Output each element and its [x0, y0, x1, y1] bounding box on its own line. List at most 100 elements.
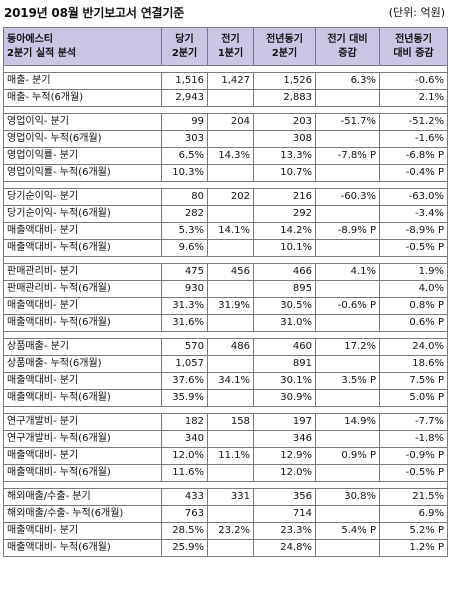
table-row: 영업이익- 분기 99 204 203 -51.7% -51.2% — [3, 113, 448, 131]
row-label: 연구개발비- 분기 — [3, 413, 162, 431]
row-label: 매출- 누적(6개월) — [3, 89, 162, 107]
table-cell: -8.9% P — [379, 222, 448, 240]
table-cell — [315, 239, 380, 257]
table-cell: 23.2% — [207, 522, 254, 540]
table-cell — [315, 89, 380, 107]
table-cell: 1,526 — [253, 72, 316, 90]
group-spacer-cell — [3, 181, 448, 189]
table-row: 매출액대비- 누적(6개월) 25.9% 24.8% 1.2% P — [3, 539, 448, 557]
row-label: 매출액대비- 누적(6개월) — [3, 464, 162, 482]
table-cell: -0.4% P — [379, 164, 448, 182]
table-cell: 37.6% — [161, 372, 208, 390]
table-cell: -7.8% P — [315, 147, 380, 165]
row-label: 연구개발비- 누적(6개월) — [3, 430, 162, 448]
table-cell: 1.2% P — [379, 539, 448, 557]
table-row: 매출액대비- 누적(6개월) 31.6% 31.0% 0.6% P — [3, 314, 448, 332]
table-cell: 14.3% — [207, 147, 254, 165]
row-label: 당기순이익- 누적(6개월) — [3, 205, 162, 223]
table-cell: 763 — [161, 505, 208, 523]
table-cell: 12.0% — [253, 464, 316, 482]
table-row: 매출액대비- 분기 28.5% 23.2% 23.3% 5.4% P 5.2% P — [3, 522, 448, 540]
table-cell: 18.6% — [379, 355, 448, 373]
analysis-subtitle: 2분기 실적 분석 — [7, 47, 77, 59]
table-cell: 14.2% — [253, 222, 316, 240]
table-cell: 1,057 — [161, 355, 208, 373]
table-cell: 2.1% — [379, 89, 448, 107]
group-spacer-cell — [3, 331, 448, 339]
table-row: 당기순이익- 분기 80 202 216 -60.3% -63.0% — [3, 188, 448, 206]
row-label: 매출액대비- 누적(6개월) — [3, 314, 162, 332]
table-cell: -0.5% P — [379, 239, 448, 257]
table-cell: 2,883 — [253, 89, 316, 107]
table-cell: 34.1% — [207, 372, 254, 390]
table-cell: -6.8% P — [379, 147, 448, 165]
table-cell: -1.6% — [379, 130, 448, 148]
row-label: 매출액대비- 분기 — [3, 447, 162, 465]
table-cell: 35.9% — [161, 389, 208, 407]
row-label: 매출액대비- 분기 — [3, 222, 162, 240]
table-cell: 1,427 — [207, 72, 254, 90]
table-cell: 30.8% — [315, 488, 380, 506]
table-cell: 11.1% — [207, 447, 254, 465]
table-cell: 331 — [207, 488, 254, 506]
table-cell: 7.5% P — [379, 372, 448, 390]
column-header: 당기 2분기 — [161, 27, 208, 66]
table-cell: 14.9% — [315, 413, 380, 431]
row-label: 영업이익률- 분기 — [3, 147, 162, 165]
table-cell: 31.0% — [253, 314, 316, 332]
table-cell: 456 — [207, 263, 254, 281]
table-cell: 197 — [253, 413, 316, 431]
table-cell: 303 — [161, 130, 208, 148]
table-cell: 10.1% — [253, 239, 316, 257]
row-label: 판매관리비- 분기 — [3, 263, 162, 281]
table-cell: 25.9% — [161, 539, 208, 557]
table-cell: 11.6% — [161, 464, 208, 482]
table-cell: 570 — [161, 338, 208, 356]
table-cell — [207, 389, 254, 407]
table-row: 상품매출- 누적(6개월) 1,057 891 18.6% — [3, 355, 448, 373]
group-spacer — [3, 181, 448, 189]
table-cell: 10.7% — [253, 164, 316, 182]
table-row: 매출액대비- 누적(6개월) 35.9% 30.9% 5.0% P — [3, 389, 448, 407]
table-cell: 10.3% — [161, 164, 208, 182]
row-label: 영업이익- 누적(6개월) — [3, 130, 162, 148]
table-cell — [207, 205, 254, 223]
group-spacer — [3, 256, 448, 264]
table-cell — [207, 280, 254, 298]
row-label: 매출액대비- 누적(6개월) — [3, 389, 162, 407]
table-row: 당기순이익- 누적(6개월) 282 292 -3.4% — [3, 205, 448, 223]
table-cell: 21.5% — [379, 488, 448, 506]
table-cell: 12.9% — [253, 447, 316, 465]
table-cell — [315, 355, 380, 373]
column-header: 전기 1분기 — [207, 27, 254, 66]
table-cell: 99 — [161, 113, 208, 131]
table-cell: 3.5% P — [315, 372, 380, 390]
table-cell — [207, 130, 254, 148]
table-cell: -60.3% — [315, 188, 380, 206]
table-cell: -51.7% — [315, 113, 380, 131]
table-cell: -63.0% — [379, 188, 448, 206]
report-title: 2019년 08월 반기보고서 연결기준 — [4, 6, 185, 20]
table-cell — [315, 314, 380, 332]
table-cell: 158 — [207, 413, 254, 431]
company-name: 동아에스티 — [7, 33, 53, 45]
row-label: 매출액대비- 분기 — [3, 522, 162, 540]
table-cell: 282 — [161, 205, 208, 223]
group-spacer-cell — [3, 65, 448, 73]
row-label: 매출액대비- 분기 — [3, 297, 162, 315]
group-spacer — [3, 331, 448, 339]
table-cell: 486 — [207, 338, 254, 356]
table-cell: 23.3% — [253, 522, 316, 540]
group-spacer — [3, 65, 448, 73]
table-row: 판매관리비- 누적(6개월) 930 895 4.0% — [3, 280, 448, 298]
table-row: 영업이익률- 누적(6개월) 10.3% 10.7% -0.4% P — [3, 164, 448, 182]
table-cell — [315, 505, 380, 523]
table-cell: 14.1% — [207, 222, 254, 240]
table-cell: 13.3% — [253, 147, 316, 165]
row-label: 영업이익- 분기 — [3, 113, 162, 131]
table-cell: 17.2% — [315, 338, 380, 356]
table-cell: 1,516 — [161, 72, 208, 90]
table-row: 매출액대비- 분기 5.3% 14.1% 14.2% -8.9% P -8.9% P — [3, 222, 448, 240]
table-cell: 216 — [253, 188, 316, 206]
table-cell: 30.1% — [253, 372, 316, 390]
